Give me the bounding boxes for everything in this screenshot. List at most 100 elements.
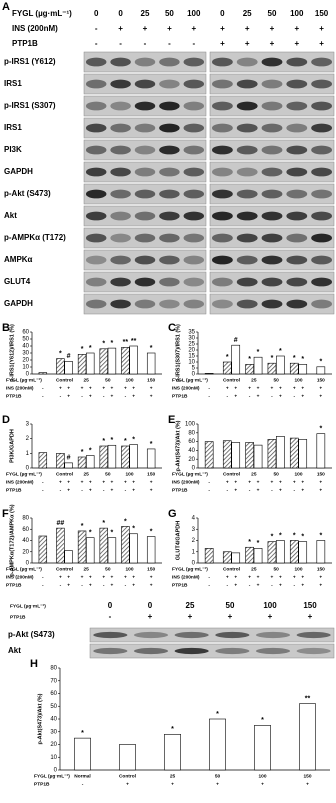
significance-label: * — [81, 449, 84, 456]
blot-band — [311, 57, 333, 67]
blot-band — [183, 277, 205, 287]
y-tick-label: 2 — [192, 538, 196, 544]
header-value: 0 — [220, 9, 225, 18]
row-sign: + — [132, 488, 135, 493]
blot-band — [311, 211, 333, 221]
row-sign: + — [132, 480, 135, 485]
blot-band — [159, 101, 180, 111]
significance-label: * — [102, 520, 105, 527]
significance-label: * — [248, 356, 251, 363]
blot-band — [159, 277, 180, 287]
panel-label: B — [2, 322, 10, 334]
blot-band — [236, 255, 258, 265]
blot-band — [236, 233, 258, 243]
y-axis-label: p-IRS1(Y612)/IRS1 (%) — [9, 324, 15, 382]
row-sign: + — [279, 386, 282, 391]
header-value: - — [119, 39, 122, 48]
y-tick-label: 4 — [192, 516, 196, 522]
row-sign: + — [319, 488, 322, 493]
row-sign: + — [124, 575, 127, 580]
blot-band — [110, 189, 131, 199]
row-sign: + — [226, 386, 229, 391]
blot-band — [85, 299, 107, 309]
significance-label: * — [81, 346, 84, 353]
blot-image — [83, 139, 207, 161]
y-tick-label: 20 — [22, 549, 29, 555]
x-tick-label: 50 — [273, 471, 279, 477]
header-value: + — [188, 612, 193, 621]
row-sign: + — [132, 394, 135, 399]
header-value: 100 — [187, 9, 201, 18]
blot-band — [134, 277, 156, 287]
bar — [129, 345, 138, 375]
x-tick-label: 100 — [294, 471, 302, 477]
row-sign: + — [257, 394, 260, 399]
blot-band — [110, 101, 131, 111]
row-label: PTP1B — [172, 487, 188, 493]
row-sign: + — [234, 386, 237, 391]
row-sign: - — [81, 488, 83, 493]
blot-band — [134, 233, 156, 243]
row-sign: + — [150, 583, 153, 588]
significance-label: * — [81, 730, 84, 737]
header-value: 0 — [148, 601, 153, 610]
bar — [298, 541, 308, 564]
bar — [204, 441, 214, 469]
blot-band — [311, 145, 333, 155]
row-sign: + — [124, 480, 127, 485]
row-sign: - — [125, 488, 127, 493]
row-sign: + — [89, 575, 92, 580]
x-tick-label: Control — [223, 566, 240, 572]
significance-label: * — [150, 345, 153, 352]
blot-label: p-IRS1 (S307) — [4, 101, 56, 110]
y-tick-label: 80 — [188, 430, 195, 436]
significance-label: * — [293, 355, 296, 362]
bar — [253, 548, 263, 564]
blot-band — [311, 189, 333, 199]
y-axis-label: p-Akt(S473)/Akt (%) — [37, 693, 43, 744]
blot-band — [296, 631, 331, 639]
blot-band — [261, 189, 283, 199]
row-sign: + — [150, 488, 153, 493]
x-tick-label: 100 — [125, 377, 133, 383]
row-sign: + — [248, 480, 251, 485]
bar — [64, 361, 73, 375]
blot-band — [236, 189, 258, 199]
blot-band — [296, 647, 331, 655]
blot-image — [209, 139, 335, 161]
bar — [38, 372, 48, 375]
row-label: PTP1B — [34, 781, 50, 787]
header-value: - — [95, 39, 98, 48]
row-sign: + — [67, 386, 70, 391]
blot-band — [110, 299, 131, 309]
blot-band — [261, 123, 283, 133]
blot-band — [211, 57, 233, 67]
blot-band — [211, 277, 233, 287]
x-axis-label: FYGL (µg·mL⁻¹) — [172, 471, 208, 477]
significance-label: * — [59, 350, 62, 357]
blot-band — [134, 101, 156, 111]
blot-band — [110, 255, 131, 265]
row-sign: - — [271, 583, 273, 588]
panel-label: E — [168, 414, 175, 426]
blot-band — [85, 277, 107, 287]
row-sign: + — [279, 583, 282, 588]
blot-band — [134, 189, 156, 199]
row-label: PTP1B — [6, 582, 22, 588]
blot-band — [93, 647, 128, 655]
x-tick-label: Normal — [74, 773, 91, 779]
y-tick-label: 20 — [22, 358, 29, 364]
row-sign: + — [67, 583, 70, 588]
row-sign: - — [293, 583, 295, 588]
row-sign: + — [111, 488, 114, 493]
blot-image — [209, 95, 335, 117]
bar — [298, 439, 308, 469]
significance-label: * — [89, 447, 92, 454]
row-sign: - — [249, 583, 251, 588]
header-value: 0 — [94, 9, 99, 18]
blot-band — [110, 145, 131, 155]
header-value: 50 — [165, 9, 174, 18]
blot-band — [133, 647, 169, 655]
row-label: PTP1B — [6, 393, 22, 399]
significance-label: * — [111, 437, 114, 444]
